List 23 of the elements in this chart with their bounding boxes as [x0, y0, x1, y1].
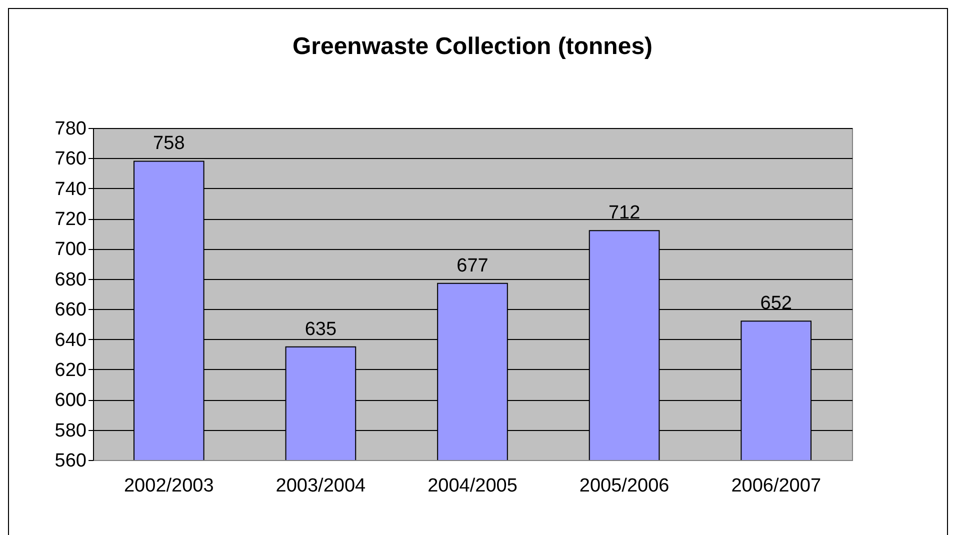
- y-tick-label: 640: [54, 330, 86, 351]
- chart-title: Greenwaste Collection (tonnes): [292, 33, 653, 60]
- data-label: 758: [153, 133, 185, 154]
- x-tick-label: 2006/2007: [731, 476, 822, 496]
- x-tick-label: 2003/2004: [276, 476, 366, 496]
- data-label: 652: [760, 293, 792, 314]
- y-tick-label: 780: [54, 118, 86, 140]
- y-tick-label: 740: [54, 178, 86, 200]
- y-tick-label: 580: [54, 420, 86, 442]
- y-tick-label: 700: [54, 239, 86, 260]
- data-label: 677: [456, 255, 488, 276]
- y-tick-label: 720: [54, 209, 86, 230]
- y-tick-label: 600: [54, 390, 86, 412]
- x-tick-label: 2004/2005: [428, 476, 518, 496]
- data-label: 712: [608, 202, 640, 224]
- y-tick-label: 680: [54, 269, 86, 290]
- y-tick-label: 660: [54, 300, 86, 321]
- y-tick-label: 560: [54, 450, 86, 472]
- y-tick-label: 760: [54, 148, 86, 170]
- y-tick-label: 620: [54, 360, 86, 381]
- x-tick-label: 2005/2006: [579, 476, 670, 496]
- data-label: 635: [304, 318, 337, 340]
- x-tick-label: 2002/2003: [124, 476, 214, 496]
